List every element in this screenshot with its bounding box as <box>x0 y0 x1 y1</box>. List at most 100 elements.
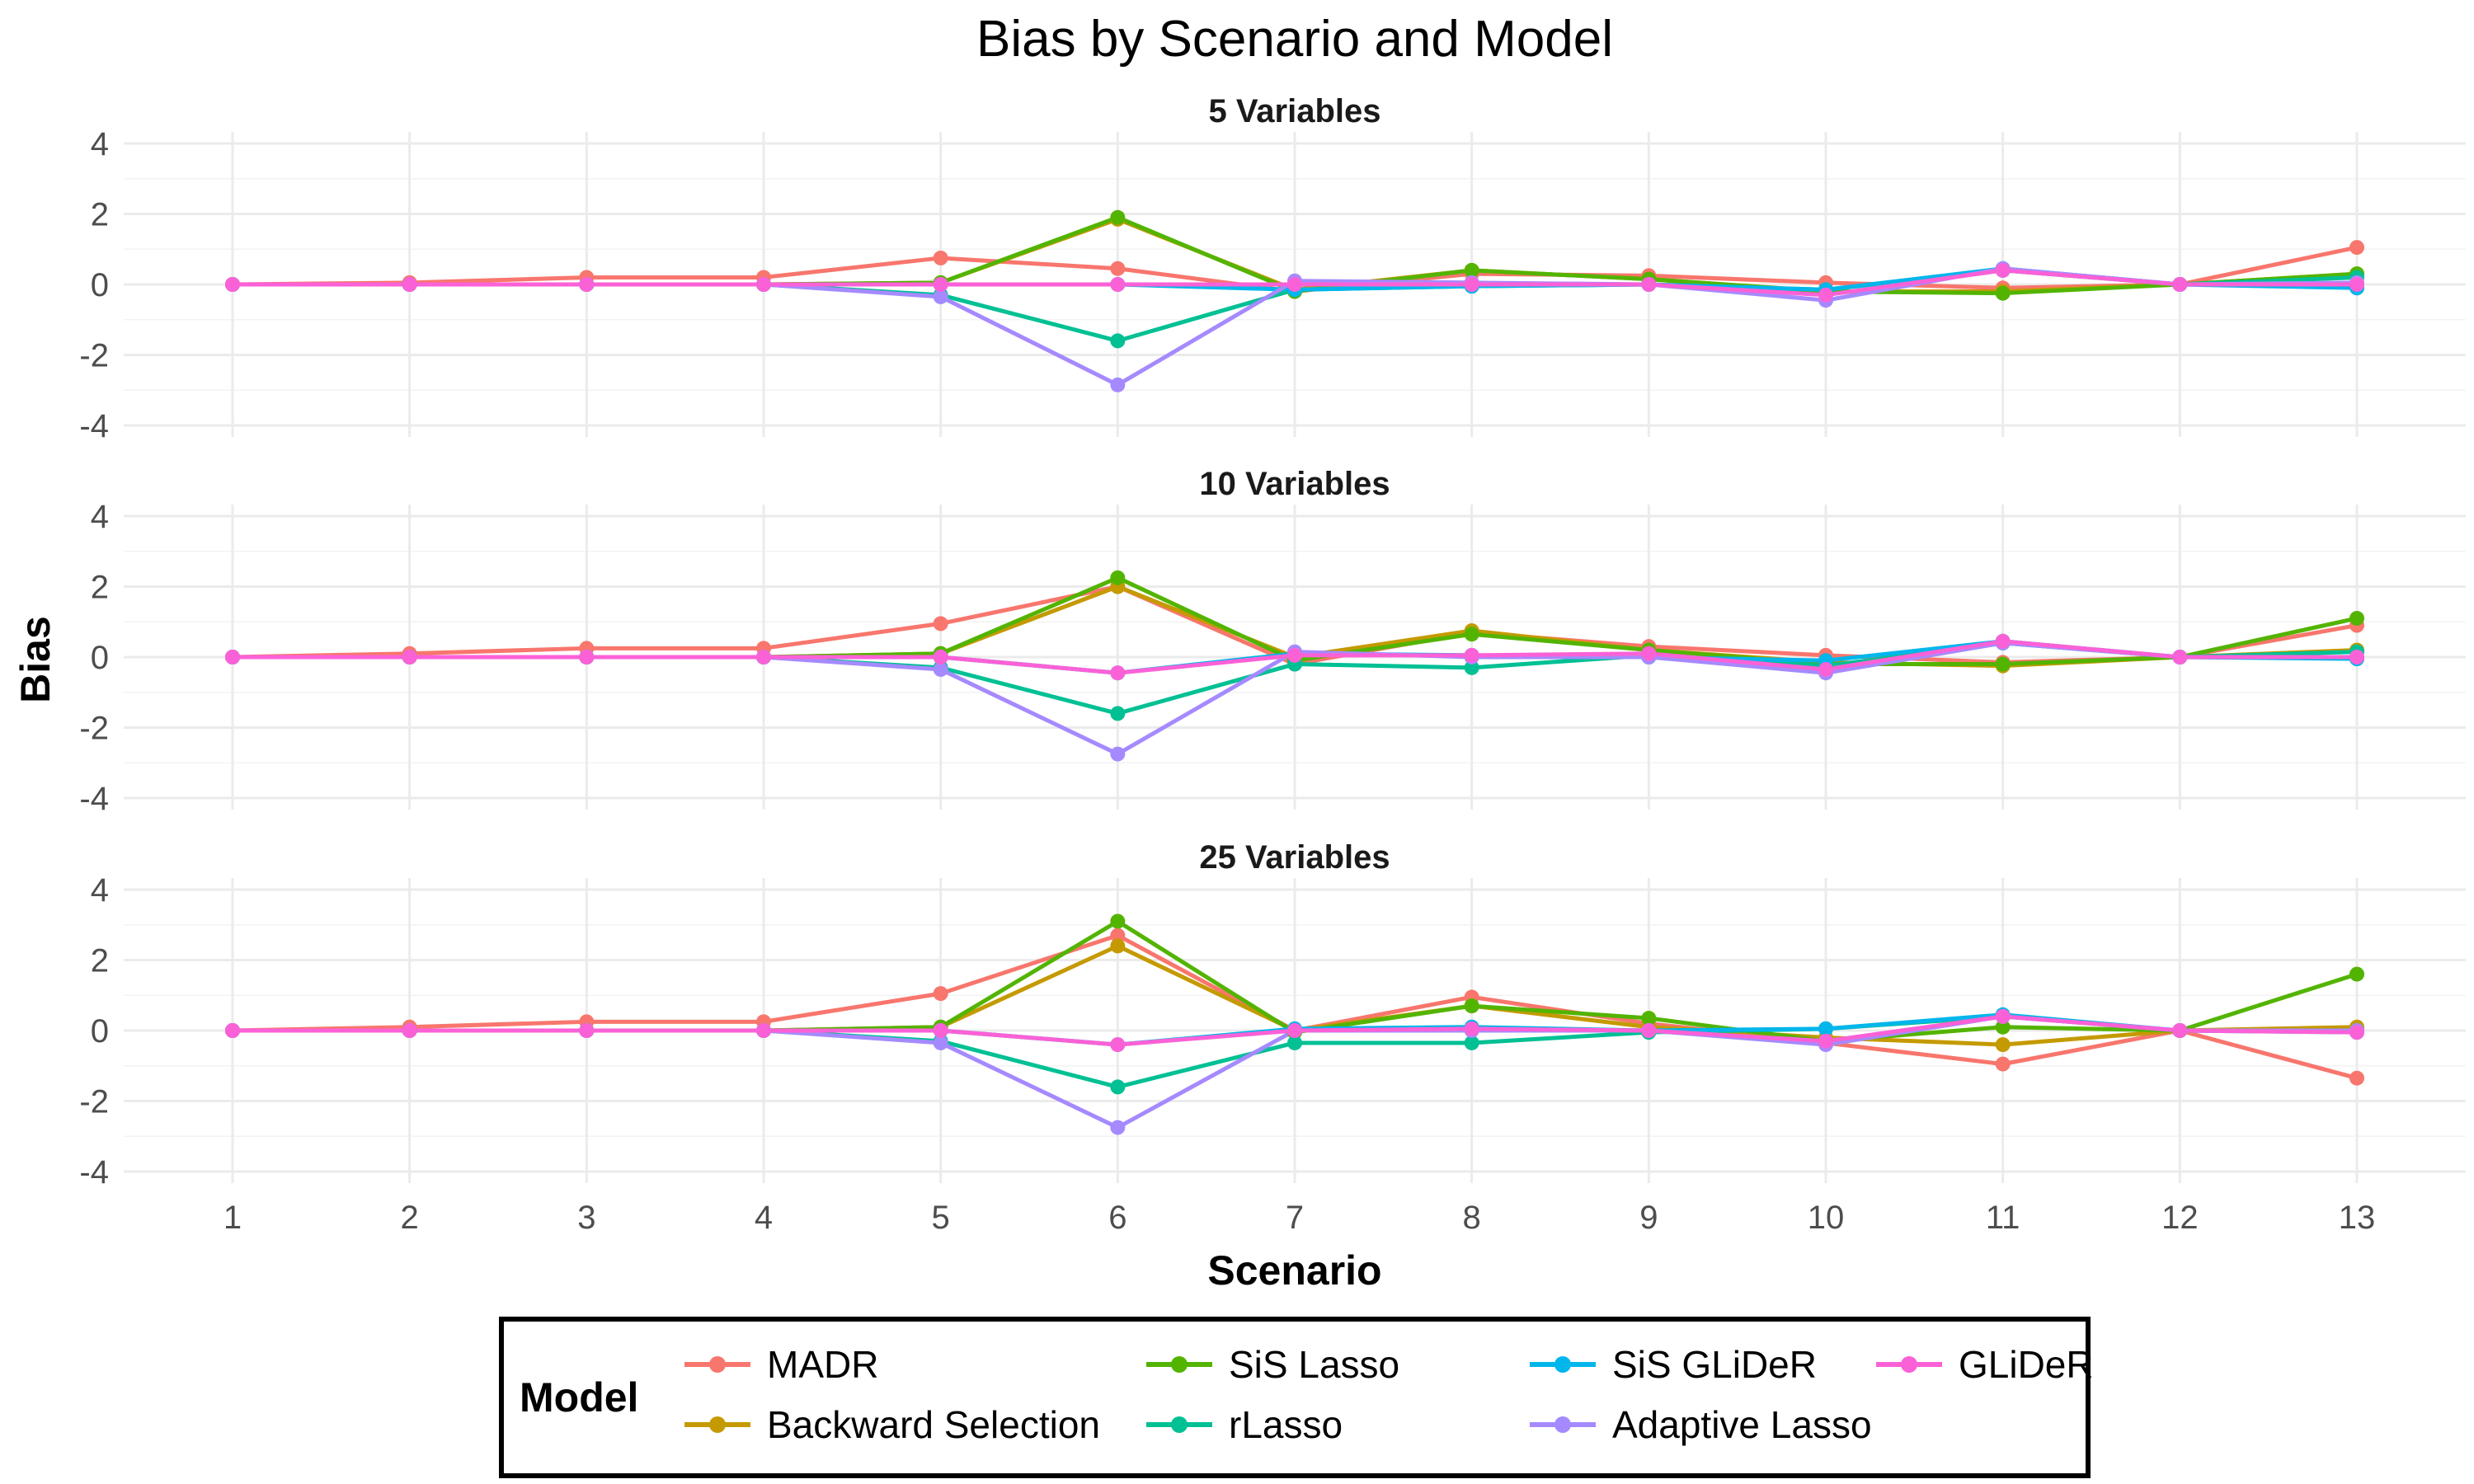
x-tick-label: 8 <box>1463 1200 1481 1236</box>
panel-1: 5 Variables 4 2 0 -2 -4 <box>79 93 2466 444</box>
data-point <box>2349 277 2364 292</box>
y-tick-label: -4 <box>79 781 109 817</box>
legend-item: MADR <box>684 1343 878 1386</box>
x-tick-label: 5 <box>932 1200 950 1236</box>
x-tick-label: 3 <box>577 1200 595 1236</box>
x-axis-title: Scenario <box>1207 1247 1381 1294</box>
panel-title: 10 Variables <box>1199 466 1390 502</box>
data-point <box>1110 746 1126 762</box>
y-tick-label: 0 <box>91 267 109 303</box>
x-tick-label: 4 <box>755 1200 773 1236</box>
legend-label: SiS Lasso <box>1229 1343 1399 1386</box>
legend-label: Adaptive Lasso <box>1612 1403 1872 1446</box>
data-point <box>2172 1023 2188 1038</box>
data-point <box>402 650 417 665</box>
x-tick-label: 13 <box>2339 1200 2376 1236</box>
data-point <box>1995 633 2011 649</box>
data-point <box>933 661 948 677</box>
y-tick-label: 4 <box>91 499 109 535</box>
legend-label: SiS GLiDeR <box>1612 1343 1817 1386</box>
x-tick-label: 11 <box>1986 1200 2020 1236</box>
data-point <box>1464 262 1479 278</box>
data-point <box>1287 277 1302 292</box>
data-point <box>933 250 948 265</box>
data-point <box>933 1023 948 1038</box>
data-point <box>1995 262 2011 278</box>
x-tick-label: 12 <box>2161 1200 2199 1236</box>
data-point <box>579 277 595 292</box>
legend-key-point <box>709 1356 726 1373</box>
data-point <box>1110 913 1126 929</box>
panel-2: 10 Variables 4 2 0 -2 -4 <box>79 466 2466 817</box>
y-tick-label: -4 <box>79 408 109 444</box>
legend-item: Backward Selection <box>684 1403 1100 1446</box>
x-tick-label: 6 <box>1108 1200 1126 1236</box>
data-point <box>402 277 417 292</box>
y-tick-label: 0 <box>91 640 109 676</box>
data-point <box>1464 660 1479 675</box>
data-point <box>2172 650 2188 665</box>
data-point <box>1641 1023 1657 1038</box>
data-point <box>1110 706 1126 721</box>
data-point <box>1110 665 1126 681</box>
data-point <box>1287 1035 1302 1050</box>
data-point <box>2349 966 2364 982</box>
data-point <box>933 277 948 292</box>
data-point <box>2172 277 2188 292</box>
data-point <box>1995 285 2011 301</box>
data-point <box>1110 570 1126 585</box>
data-point <box>2349 650 2364 665</box>
x-axis: 1 2 3 4 5 6 7 8 9 10 11 12 13 <box>223 1200 2375 1236</box>
y-axis-title: Bias <box>12 616 59 703</box>
legend-item: rLasso <box>1146 1403 1343 1446</box>
x-tick-label: 7 <box>1286 1200 1304 1236</box>
y-tick-label: 4 <box>91 872 109 909</box>
y-tick-label: 2 <box>91 943 109 979</box>
legend-key-point <box>1901 1356 1917 1373</box>
data-point <box>1641 646 1657 661</box>
data-point <box>1818 1021 1833 1036</box>
data-point <box>1464 1021 1479 1036</box>
data-point <box>225 1023 240 1038</box>
legend-box <box>499 1317 2091 1478</box>
data-point <box>933 986 948 1002</box>
data-point <box>1818 287 1833 303</box>
data-point <box>933 650 948 665</box>
legend-item: SiS GLiDeR <box>1530 1343 1817 1386</box>
x-tick-label: 9 <box>1639 1200 1658 1236</box>
data-point <box>1110 1037 1126 1053</box>
data-point <box>1464 998 1479 1014</box>
data-point <box>933 1035 948 1050</box>
legend-key-point <box>1171 1416 1188 1433</box>
data-point <box>756 650 771 665</box>
data-point <box>1110 928 1126 943</box>
legend-key-point <box>1554 1356 1571 1373</box>
legend-label: Backward Selection <box>767 1403 1100 1446</box>
data-point <box>1110 277 1126 292</box>
data-point <box>1110 261 1126 276</box>
data-point <box>1110 377 1126 392</box>
data-point <box>1995 1008 2011 1024</box>
data-point <box>1818 1033 1833 1049</box>
data-point <box>225 277 240 292</box>
data-point <box>579 650 595 665</box>
chart-title: Bias by Scenario and Model <box>976 11 1613 68</box>
data-point <box>933 616 948 632</box>
x-tick-label: 10 <box>1808 1200 1845 1236</box>
data-point <box>225 650 240 665</box>
x-tick-label: 2 <box>401 1200 419 1236</box>
data-point <box>1995 1037 2011 1053</box>
legend-label: rLasso <box>1229 1403 1343 1446</box>
data-point <box>1995 1019 2011 1035</box>
y-tick-label: 0 <box>91 1013 109 1050</box>
legend-item: Adaptive Lasso <box>1530 1403 1872 1446</box>
panel-title: 25 Variables <box>1199 839 1390 876</box>
data-point <box>933 289 948 304</box>
y-tick-label: -4 <box>79 1154 109 1190</box>
legend: Model MADR Backward Selection SiS Lasso rLa… <box>499 1317 2094 1478</box>
data-point <box>2349 240 2364 256</box>
data-point <box>1464 277 1479 292</box>
data-point <box>1464 1035 1479 1050</box>
data-point <box>402 1023 417 1038</box>
